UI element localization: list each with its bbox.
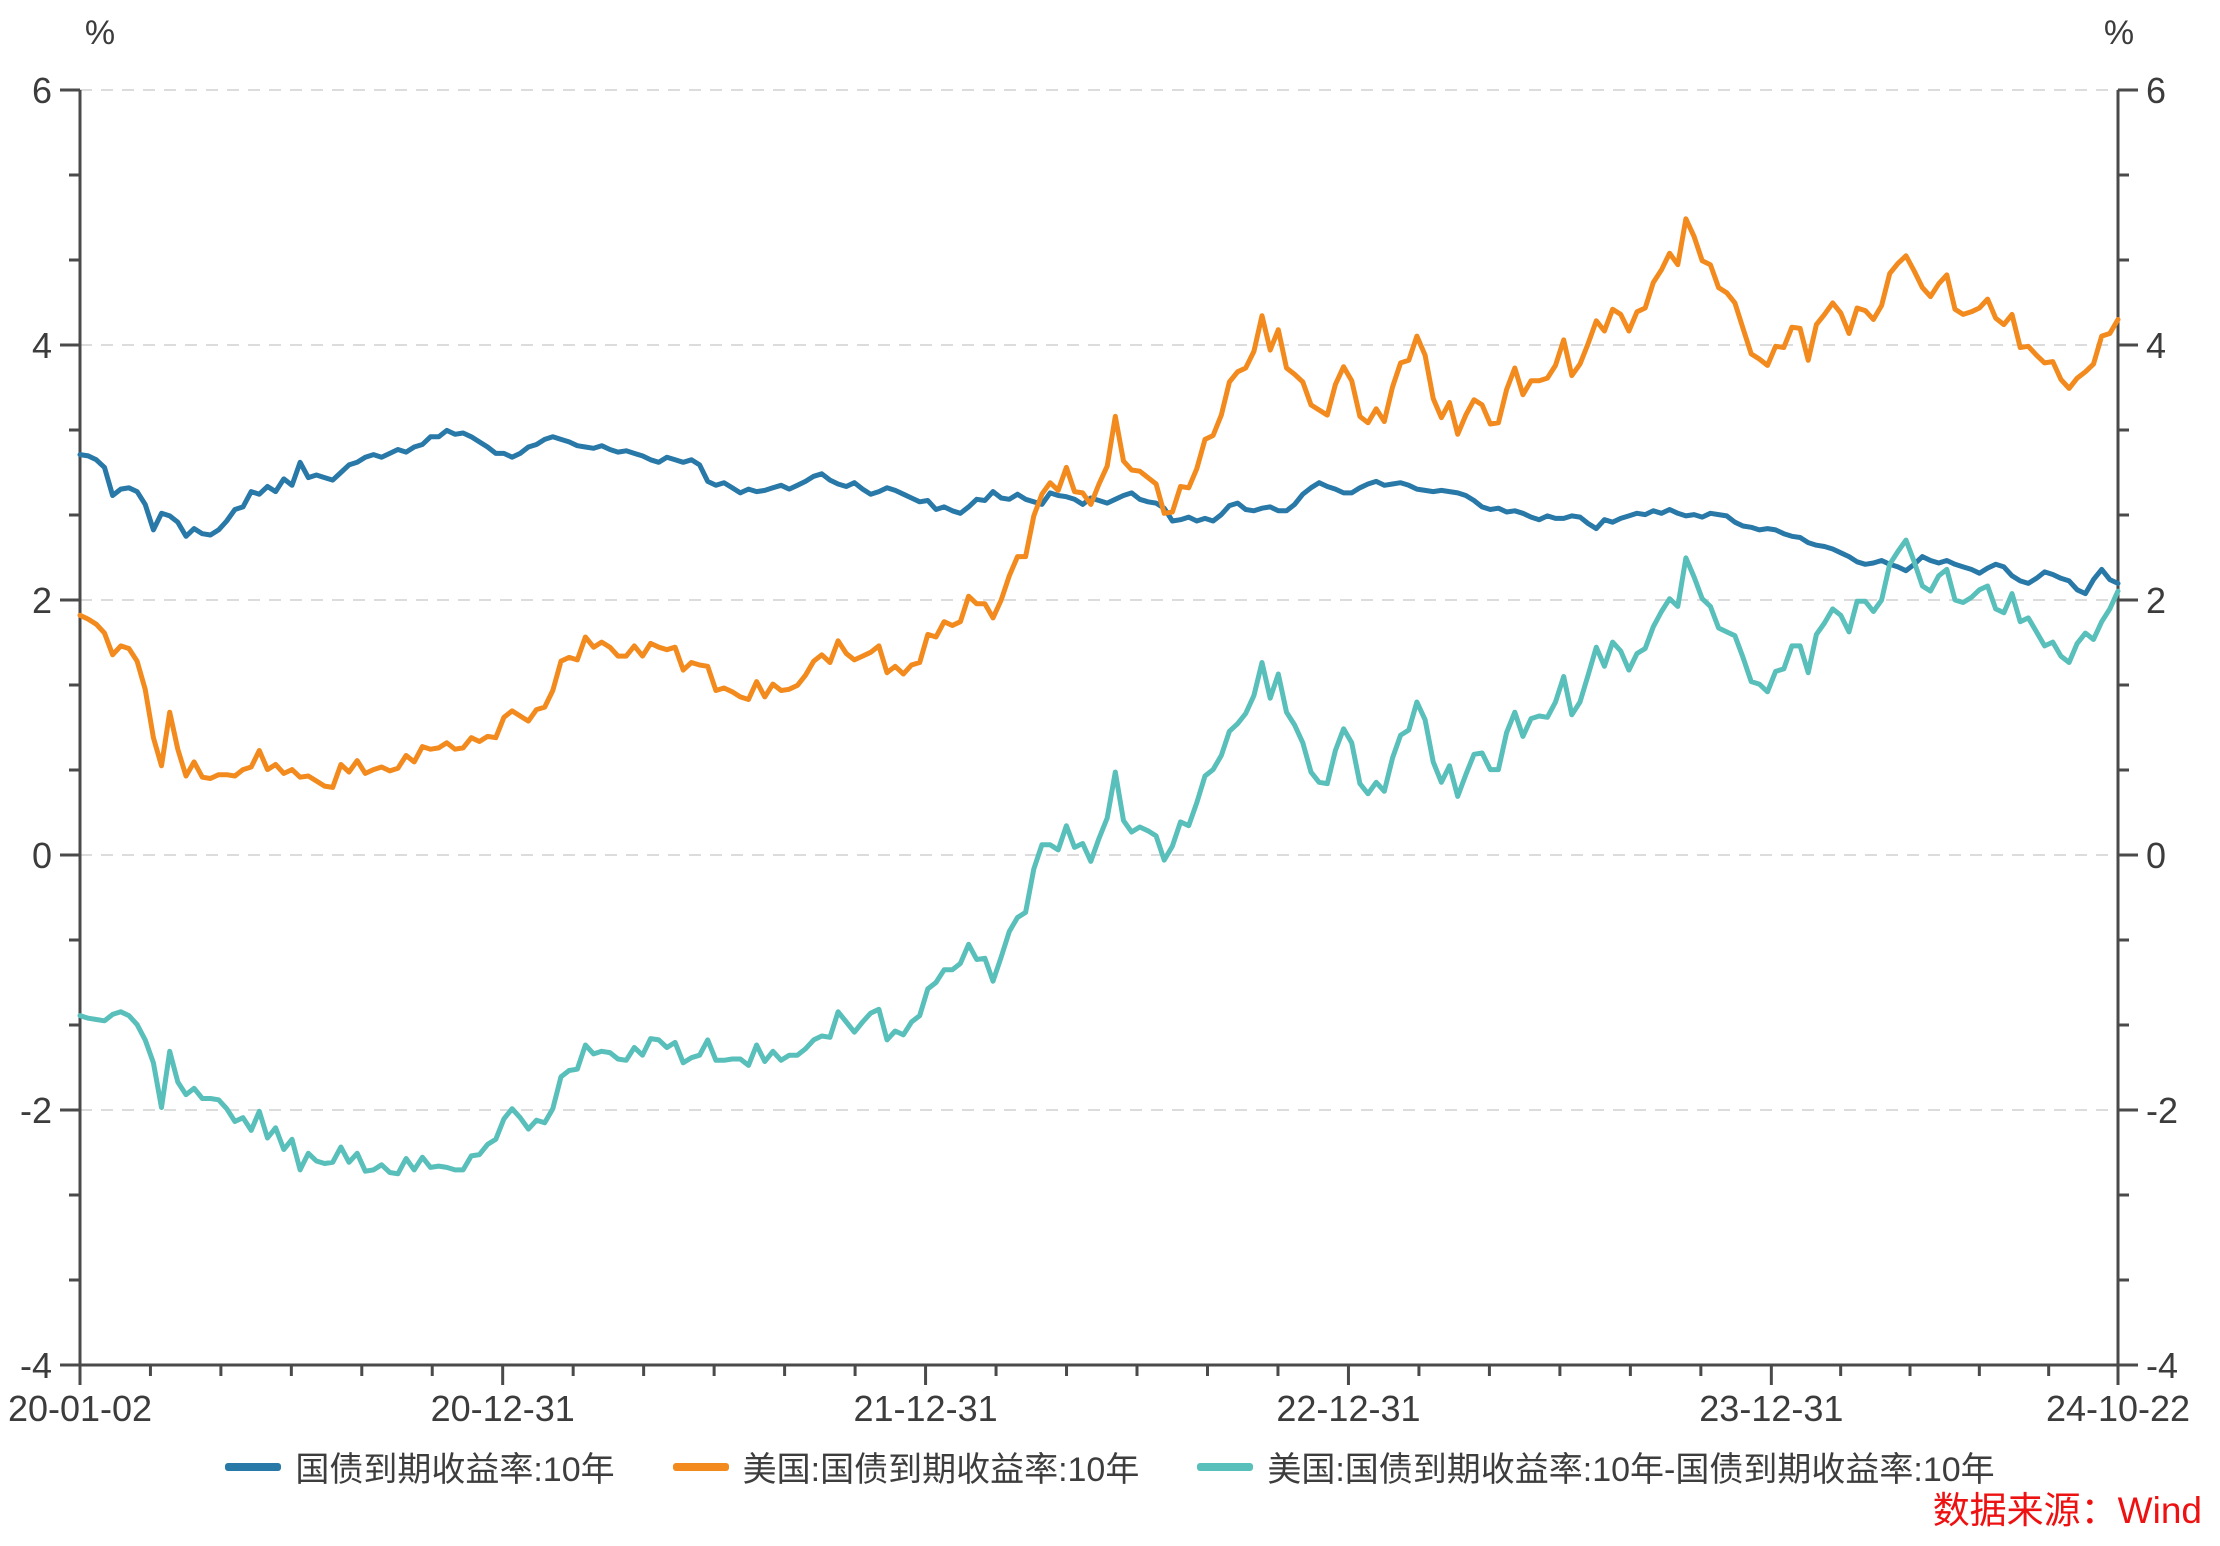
series-line-china-10y (77, 427, 2121, 597)
y-tick-label-left: 6 (32, 70, 52, 111)
legend-swatch-china-10y (225, 1462, 282, 1471)
legend: 国债到期收益率:10年 美国:国债到期收益率:10年 美国:国债到期收益率:10年-… (0, 1442, 2220, 1491)
y-tick-label-right: 6 (2146, 70, 2166, 111)
y-tick-label-left: -4 (20, 1345, 52, 1386)
y-axis-unit-right: % (2103, 14, 2135, 52)
y-tick-label-right: 4 (2146, 325, 2166, 366)
y-tick-label-right: -4 (2146, 1345, 2178, 1386)
series-line-spread-us-minus-china (77, 537, 2121, 1177)
x-tick-label: 21-12-31 (854, 1388, 998, 1429)
legend-swatch-spread-us-minus-china (1197, 1462, 1254, 1471)
y-tick-label-left: 4 (32, 325, 52, 366)
y-tick-label-right: -2 (2146, 1090, 2178, 1131)
y-tick-label-right: 2 (2146, 580, 2166, 621)
x-tick-label: 23-12-31 (1699, 1388, 1843, 1429)
legend-item-china-10y: 国债到期收益率:10年 (225, 1442, 615, 1491)
legend-label: 美国:国债到期收益率:10年-国债到期收益率:10年 (1267, 1451, 1995, 1489)
legend-item-us-10y: 美国:国债到期收益率:10年 (672, 1442, 1140, 1491)
legend-item-spread-us-minus-china: 美国:国债到期收益率:10年-国债到期收益率:10年 (1197, 1442, 1995, 1491)
y-tick-label-left: 0 (32, 835, 52, 876)
y-axis-unit-left: % (84, 14, 116, 52)
legend-label: 国债到期收益率:10年 (295, 1451, 615, 1489)
x-tick-label: 20-12-31 (431, 1388, 575, 1429)
x-tick-label: 24-10-22 (2046, 1388, 2190, 1429)
y-tick-label-left: -2 (20, 1090, 52, 1131)
y-tick-label-right: 0 (2146, 835, 2166, 876)
x-tick-label: 20-01-02 (8, 1388, 152, 1429)
legend-label: 美国:国债到期收益率:10年 (742, 1451, 1140, 1489)
x-tick-label: 22-12-31 (1276, 1388, 1420, 1429)
y-tick-label-left: 2 (32, 580, 52, 621)
series-line-us-10y (77, 216, 2121, 790)
legend-swatch-us-10y (672, 1462, 729, 1471)
source-note: 数据来源：Wind (1932, 1490, 2202, 1531)
